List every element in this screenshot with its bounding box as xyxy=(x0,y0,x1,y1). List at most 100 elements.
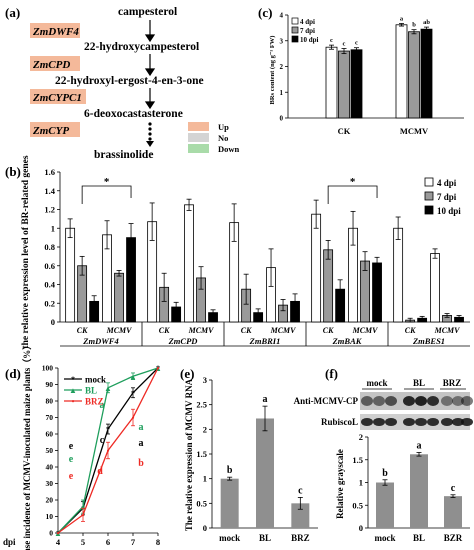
b-condition-label: MCMV xyxy=(352,326,379,335)
c-sig-letter: c xyxy=(330,37,333,44)
blot-band-rubisco xyxy=(415,418,427,426)
b-bar xyxy=(430,253,440,323)
d-ytick-label: 10 xyxy=(46,512,54,521)
d-marker: ▲ xyxy=(79,503,87,512)
d-sig-letter: d xyxy=(97,466,103,477)
e-ytick-label: 1.5 xyxy=(196,449,207,459)
panel-c: (c) BRs content (ng g⁻¹ FW) 0 1 2 3 4 CK c c c MC… xyxy=(258,5,464,136)
panel-d-ylabel: Disease incidence of MCMV-inoculated mai… xyxy=(22,341,32,550)
b-significance-bracket xyxy=(327,185,378,204)
c-ytick-label: 1 xyxy=(280,89,284,97)
blot-group-bl: BL xyxy=(413,378,425,388)
b-condition-label: CK xyxy=(323,326,334,335)
e-bar xyxy=(220,478,239,528)
f-category-label: BZR xyxy=(444,533,463,543)
blot-band-cp xyxy=(373,396,385,406)
pathway-dotted-arrow xyxy=(146,122,154,147)
d-marker: • xyxy=(107,447,110,456)
d-ytick-label: 40 xyxy=(46,463,54,472)
blot-band-cp xyxy=(427,396,439,406)
panel-c-ylabel: BRs content (ng g⁻¹ FW) xyxy=(269,36,276,105)
legend-no: No xyxy=(218,133,228,143)
b-legend-label: 7 dpi xyxy=(437,192,457,202)
d-marker: * xyxy=(56,529,60,538)
b-ytick-label: 1.6 xyxy=(44,167,55,177)
pathway-arrows xyxy=(144,20,156,110)
e-category-label: mock xyxy=(219,533,240,543)
pathway-step-5: brassinolide xyxy=(94,149,153,161)
panel-d-xprefix: dpi xyxy=(3,537,16,547)
b-bar xyxy=(65,227,76,323)
blot-band-rubisco xyxy=(452,418,464,426)
e-ytick-label: 1 xyxy=(203,474,207,484)
blot-band-rubisco xyxy=(461,418,473,426)
panel-e: (e) The relative expression of MCMV RNA … xyxy=(180,366,318,543)
b-condition-label: CK xyxy=(159,326,170,335)
blot-band-cp xyxy=(452,396,464,406)
c-bar xyxy=(395,24,408,119)
d-marker: ▲ xyxy=(54,529,62,538)
b-gene-label: ZmBES1 xyxy=(412,336,445,346)
f-sig-letter: c xyxy=(451,483,456,494)
panel-f-plot: 0 0.5 1 1.5 2 b mock a BL c BZR xyxy=(352,432,470,543)
b-ytick-label: 0.4 xyxy=(44,280,55,290)
b-significance-star: * xyxy=(350,176,356,188)
d-legend-label: BRZ xyxy=(85,397,104,407)
d-ytick-label: 70 xyxy=(46,413,54,422)
enzyme-label-3: ZmCYPC1 xyxy=(32,92,82,104)
c-legend-swatch xyxy=(291,26,299,34)
blot-bands xyxy=(361,396,473,426)
legend-up: Up xyxy=(218,122,229,132)
c-legend-label: 4 dpi xyxy=(300,18,315,26)
d-legend-marker: * xyxy=(71,375,75,384)
d-legend-label: BL xyxy=(85,386,97,396)
c-legend-swatch xyxy=(291,17,299,25)
blot-group-brz: BRZ xyxy=(443,378,462,388)
e-bar xyxy=(256,418,274,528)
blot-band-rubisco xyxy=(373,418,385,426)
c-bar xyxy=(408,31,420,119)
enzyme-label-4: ZmCYP xyxy=(32,125,69,137)
d-ytick-label: 100 xyxy=(42,364,54,373)
c-bar xyxy=(325,46,338,119)
b-condition-label: CK xyxy=(241,326,252,335)
d-legend-label: mock xyxy=(85,375,106,385)
blot-band-cp xyxy=(415,396,427,406)
pathway-step-1: campesterol xyxy=(118,6,177,18)
f-bar xyxy=(376,482,394,528)
b-bar xyxy=(372,262,382,323)
blot-band-cp xyxy=(403,396,415,406)
enzyme-label-2: ZmCPD xyxy=(32,59,70,71)
b-gene-label: ZmDWF4 xyxy=(82,336,118,346)
c-bar xyxy=(350,49,363,119)
b-gene-label: ZmBRI1 xyxy=(249,336,281,346)
d-marker: • xyxy=(57,529,60,538)
legend-down: Down xyxy=(218,144,240,154)
f-bar xyxy=(410,454,428,528)
enzyme-box-1 xyxy=(30,23,80,38)
b-bar xyxy=(323,249,334,323)
b-condition-label: CK xyxy=(77,326,88,335)
d-marker: • xyxy=(157,364,160,373)
e-category-label: BL xyxy=(259,533,271,543)
e-category-label: BRZ xyxy=(291,533,310,543)
enzyme-label-1: ZmDWF4 xyxy=(32,26,79,38)
f-ytick-label: 1.5 xyxy=(352,455,363,465)
panel-d-plot: 010203040506070809010045678*****eca▲▲▲▲▲… xyxy=(42,364,162,548)
b-condition-label: MCMV xyxy=(106,326,133,335)
b-ytick-label: 0.2 xyxy=(44,298,55,308)
blot-label-cp: Anti-MCMV-CP xyxy=(294,396,359,406)
pathway-step-2: 22-hydroxycampesterol xyxy=(84,41,199,53)
blot-band-rubisco xyxy=(361,418,373,426)
b-legend-swatch xyxy=(424,177,434,187)
b-gene-label: ZmCPD xyxy=(168,336,198,346)
f-sig-letter: a xyxy=(417,440,422,451)
b-legend-swatch xyxy=(424,205,434,215)
d-marker: * xyxy=(106,425,110,434)
d-marker: ▲ xyxy=(104,384,112,393)
legend-swatch-no xyxy=(188,133,209,142)
b-gene-label: ZmBAK xyxy=(332,336,363,346)
c-ytick-label: 3 xyxy=(280,37,284,45)
